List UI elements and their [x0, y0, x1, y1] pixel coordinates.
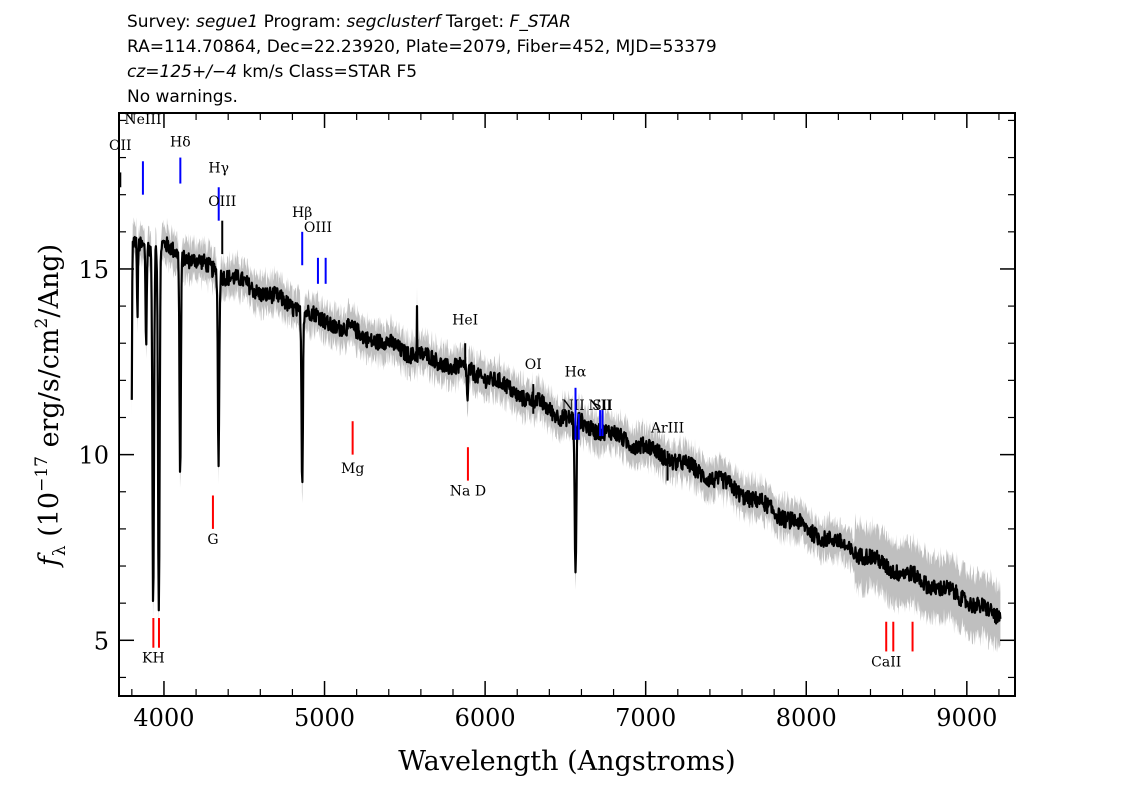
- header-line-3: cz=125+/−4 km/s Class=STAR F5: [127, 62, 417, 82]
- line-label-oi-9: OI: [525, 357, 542, 373]
- line-label-h--5: Hβ: [292, 205, 312, 221]
- line-label-oiii-6: OIII: [304, 220, 332, 236]
- line-label-h--3: Hγ: [208, 160, 229, 176]
- line-label-oiii-4: OIII: [208, 194, 236, 210]
- target-value: F_STAR: [509, 12, 571, 32]
- line-label-oii-0: OII: [109, 138, 132, 154]
- spectral-lines-layer: OIINeIIIHδHγOIIIHβOIIIHeIOINIIHαNIISIIAr…: [109, 112, 914, 670]
- line-label-caii-21: CaII: [871, 654, 901, 670]
- axes-layer: 4000 5000 6000 7000 8000 9000 5 10 15: [78, 112, 1016, 732]
- line-label-neiii-1: NeIII: [124, 112, 161, 128]
- class-value: km/s Class=STAR F5: [242, 62, 418, 82]
- line-label-kh-19: KH: [142, 651, 165, 667]
- y-axis-label: fλ (10−17 erg/s/cm2/Ang): [32, 244, 70, 568]
- y-axis-label-f: f: [34, 552, 65, 568]
- survey-value: segue1: [196, 12, 259, 32]
- header-line-4: No warnings.: [127, 87, 238, 107]
- flux-line: [130, 235, 1002, 625]
- y-axis-label-open: (10: [34, 492, 65, 545]
- line-label-na-d-18: Na D: [450, 483, 486, 499]
- x-tick-label-5000: 5000: [294, 704, 355, 732]
- y-axis-label-exp: −17: [32, 456, 52, 492]
- line-label-h--11: Hα: [565, 365, 587, 381]
- line-label-mg-16: Mg: [341, 461, 364, 477]
- y-axis-label-sq: 2: [32, 318, 52, 329]
- line-label-nii-10: NII: [561, 398, 584, 414]
- line-label-nii-13: NII: [588, 398, 611, 414]
- y-tick-label-5: 5: [94, 627, 109, 655]
- x-tick-label-9000: 9000: [936, 704, 997, 732]
- x-tick-label-8000: 8000: [776, 704, 837, 732]
- program-value: segclusterf: [346, 12, 441, 32]
- redshift-value: cz=125+/−4: [127, 62, 237, 82]
- y-tick-label-15: 15: [78, 256, 109, 284]
- x-tick-label-7000: 7000: [615, 704, 676, 732]
- flux-layer: [130, 235, 1002, 625]
- survey-key: Survey:: [127, 12, 191, 32]
- y-axis-label-close: /Ang): [34, 244, 65, 318]
- plot-frame: [118, 112, 1016, 697]
- program-key: Program:: [263, 12, 342, 32]
- line-label-ariii-15: ArIII: [650, 420, 684, 436]
- line-label-h--2: Hδ: [170, 134, 191, 150]
- line-label-hei-8: HeI: [452, 313, 478, 329]
- y-tick-label-10: 10: [78, 442, 109, 470]
- error-band-layer: [131, 217, 1001, 653]
- header-line-2: RA=114.70864, Dec=22.23920, Plate=2079, …: [127, 37, 717, 57]
- line-label-g-17: G: [207, 532, 218, 548]
- header-line-1: Survey: segue1 Program: segclusterf Targ…: [127, 12, 571, 32]
- y-axis-label-lambda: λ: [50, 545, 70, 556]
- x-tick-label-4000: 4000: [133, 704, 194, 732]
- x-tick-label-6000: 6000: [455, 704, 516, 732]
- x-axis-label: Wavelength (Angstroms): [398, 746, 735, 777]
- target-key: Target:: [445, 12, 505, 32]
- line-label-sii-14: SII: [592, 398, 613, 414]
- error-band: [131, 217, 1001, 653]
- y-axis-label-mid: erg/s/cm: [34, 328, 65, 456]
